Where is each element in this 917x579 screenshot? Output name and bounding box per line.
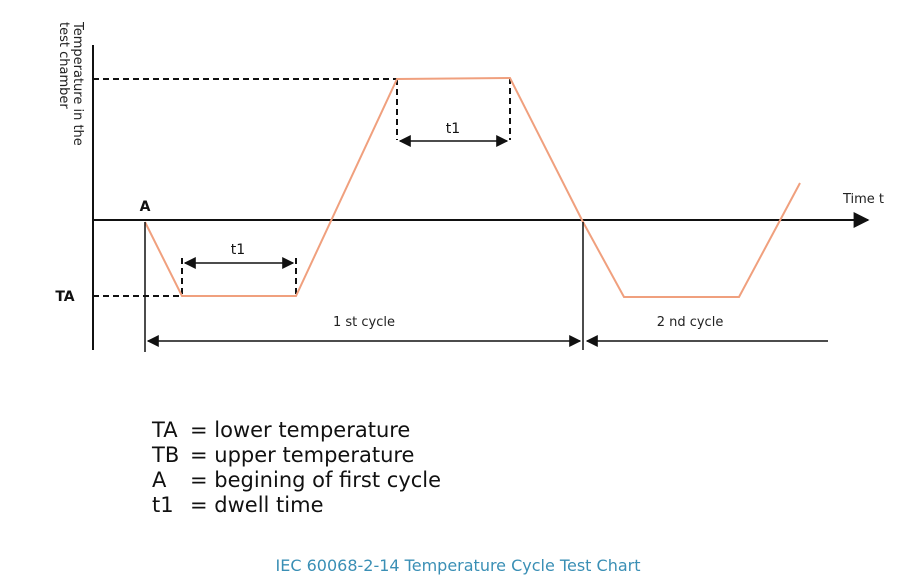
point-label: A [140,199,151,215]
dwell-label: t1 [231,242,245,258]
legend-definition: = begining of first cycle [190,468,441,492]
caption: IEC 60068-2-14 Temperature Cycle Test Ch… [276,556,641,575]
upper-guides [93,78,511,140]
y-axis-label-line: Temperature in the [70,21,85,146]
cycle-label: 1 st cycle [333,315,395,330]
cycle-label: 2 nd cycle [657,315,724,330]
legend-key: TB [151,443,179,467]
dwell-label: t1 [446,121,460,137]
y-axis-label: Temperature in the test chamber [56,21,85,146]
temperature-curve [144,76,801,298]
legend-key: t1 [152,493,174,517]
legend-definition: = dwell time [190,493,324,517]
legend-definition: = lower temperature [190,418,410,442]
x-axis-label: Time t [842,192,884,207]
y-axis-label-line: test chamber [56,22,71,109]
legend-definition: = upper temperature [190,443,414,467]
legend: TA = lower temperature TB = upper temper… [151,418,441,517]
legend-key: A [152,468,167,492]
legend-key: TA [151,418,178,442]
lower-guides [93,258,297,297]
level-label: TA [55,289,74,305]
